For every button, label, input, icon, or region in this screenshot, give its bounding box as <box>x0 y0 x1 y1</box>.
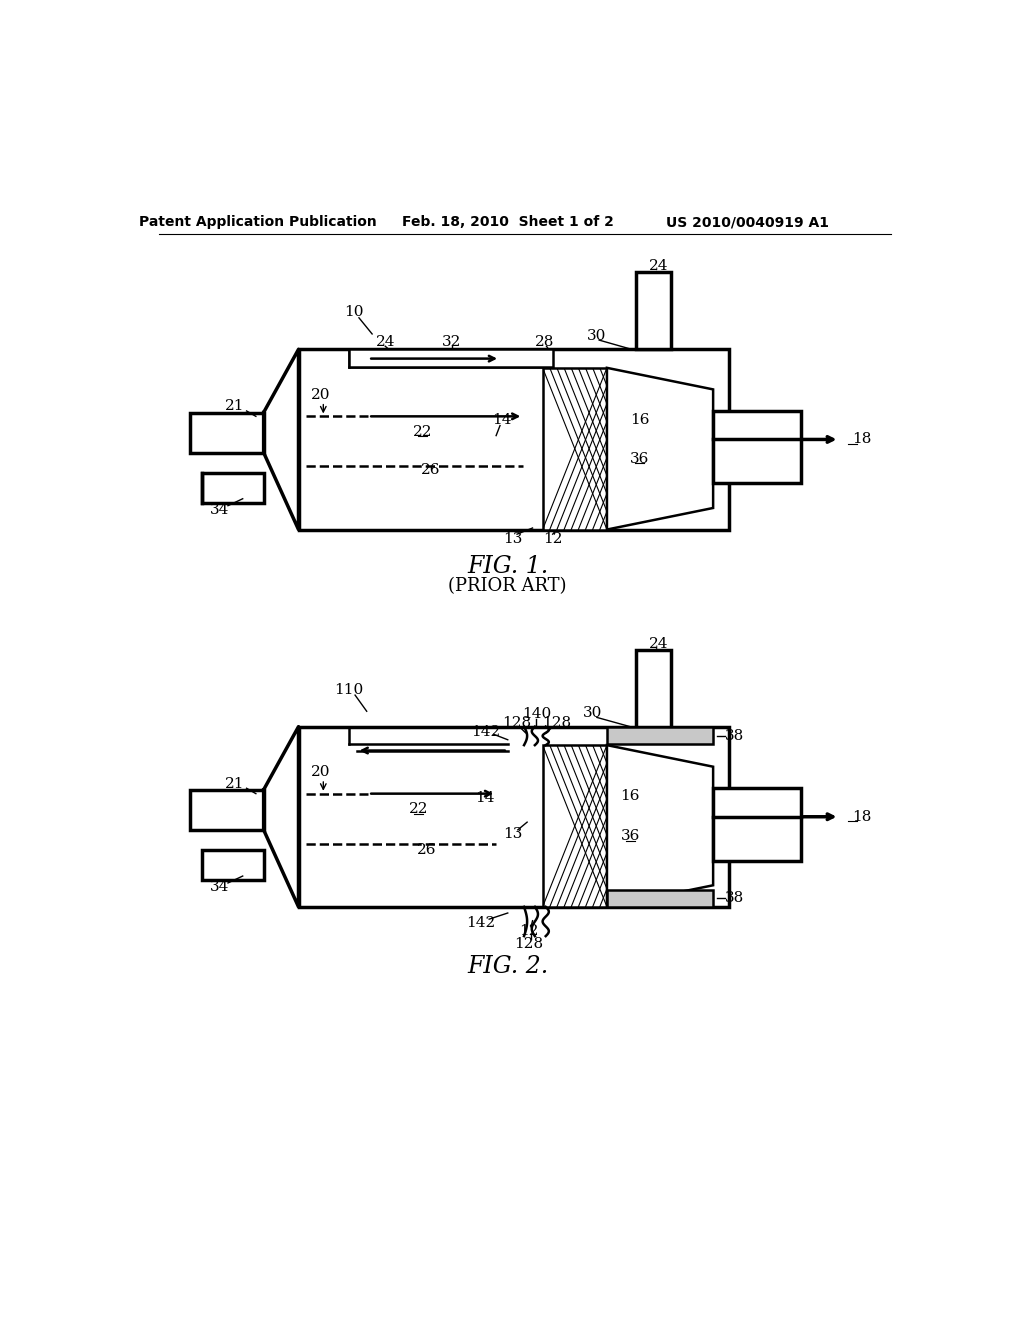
Bar <box>607 726 713 744</box>
Text: 20: 20 <box>310 388 330 401</box>
Bar <box>636 649 671 726</box>
Text: 22: 22 <box>409 803 428 816</box>
Text: 22: 22 <box>413 425 432 438</box>
Text: 128: 128 <box>514 937 544 950</box>
Text: FIG. 2.: FIG. 2. <box>467 956 549 978</box>
Text: 13: 13 <box>503 532 522 545</box>
Text: 14: 14 <box>475 791 495 804</box>
Bar <box>299 350 729 529</box>
Text: 16: 16 <box>630 413 649 428</box>
Bar <box>543 368 607 529</box>
Bar <box>543 744 607 907</box>
Text: 140: 140 <box>522 708 551 721</box>
Text: 38: 38 <box>725 729 744 743</box>
Polygon shape <box>607 368 713 529</box>
Text: 16: 16 <box>621 789 640 803</box>
Text: 18: 18 <box>853 809 872 824</box>
Bar <box>349 350 553 367</box>
Text: 26: 26 <box>421 463 440 478</box>
Text: 20: 20 <box>310 766 330 779</box>
Text: 32: 32 <box>442 335 462 348</box>
Text: 30: 30 <box>587 329 606 342</box>
Text: 24: 24 <box>649 636 669 651</box>
Text: 12: 12 <box>519 924 539 939</box>
Text: 30: 30 <box>584 706 603 719</box>
Bar <box>190 412 263 453</box>
Text: 36: 36 <box>630 451 649 466</box>
Text: 24: 24 <box>376 335 395 348</box>
Text: 110: 110 <box>334 682 364 697</box>
Bar <box>543 744 607 907</box>
Text: 34: 34 <box>210 503 229 516</box>
Text: FIG. 1.: FIG. 1. <box>467 554 549 578</box>
Bar <box>299 726 729 907</box>
Text: 21: 21 <box>225 400 245 413</box>
Text: 38: 38 <box>725 891 744 904</box>
Text: 10: 10 <box>344 305 365 319</box>
Bar <box>713 788 801 861</box>
Text: 142: 142 <box>466 916 496 931</box>
Polygon shape <box>607 744 713 907</box>
Bar <box>607 890 713 907</box>
Text: 28: 28 <box>535 335 554 348</box>
Bar <box>190 789 263 830</box>
Text: US 2010/0040919 A1: US 2010/0040919 A1 <box>667 215 829 230</box>
Text: 12: 12 <box>543 532 562 545</box>
Text: 24: 24 <box>649 259 669 273</box>
Text: 18: 18 <box>853 433 872 446</box>
Text: 34: 34 <box>210 880 229 894</box>
Text: Feb. 18, 2010  Sheet 1 of 2: Feb. 18, 2010 Sheet 1 of 2 <box>401 215 613 230</box>
Text: 142: 142 <box>471 725 501 739</box>
Text: 128: 128 <box>502 715 530 730</box>
Bar <box>202 850 263 880</box>
Text: 128: 128 <box>542 715 571 730</box>
Bar <box>713 411 801 483</box>
Text: Patent Application Publication: Patent Application Publication <box>139 215 377 230</box>
Text: 36: 36 <box>621 829 640 843</box>
Text: 21: 21 <box>225 776 245 791</box>
Bar <box>636 272 671 350</box>
Text: (PRIOR ART): (PRIOR ART) <box>449 578 567 595</box>
Text: 14: 14 <box>492 413 511 428</box>
Text: 26: 26 <box>417 843 436 857</box>
Text: 13: 13 <box>503 828 522 841</box>
Bar <box>202 473 263 503</box>
Bar <box>543 368 607 529</box>
